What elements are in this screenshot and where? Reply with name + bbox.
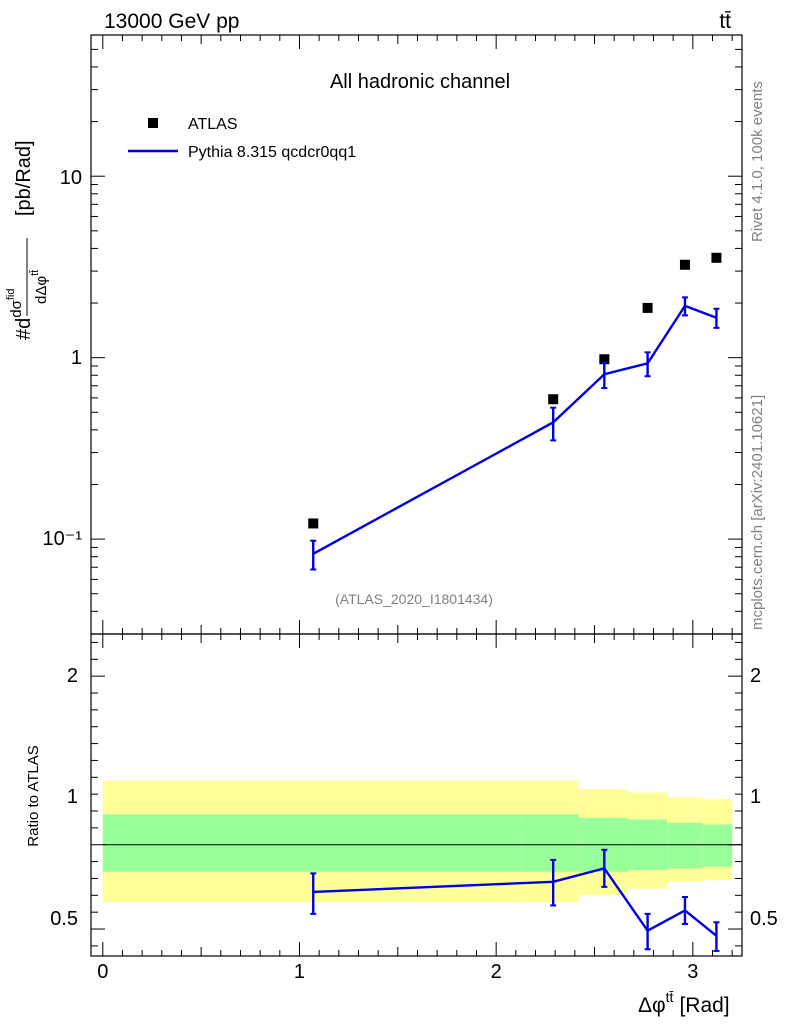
xtick-label: 3	[687, 961, 698, 983]
mcplots-source-label: mcplots.cern.ch [arXiv:2401.10621]	[749, 395, 766, 630]
ratio-ytick-label-right: 0.5	[750, 908, 778, 930]
main-ytick-label: 1	[71, 347, 82, 369]
ratio-y-axis-label: Ratio to ATLAS	[25, 745, 42, 846]
xtick-label: 1	[294, 961, 305, 983]
ratio-ytick-label-right: 1	[750, 786, 761, 808]
svg-text:dΔφtt̄: dΔφtt̄	[29, 269, 50, 304]
main-axis-ticks	[91, 34, 742, 635]
main-ytick-label: 10	[60, 167, 82, 189]
ylabel-prefix: #d	[13, 318, 35, 340]
atlas-data-point	[642, 302, 653, 313]
atlas-data-point	[548, 394, 559, 405]
energy-label: 13000 GeV pp	[104, 10, 239, 33]
process-label: tt̄	[719, 10, 731, 33]
ratio-ytick-label: 1	[67, 786, 78, 808]
main-y-axis-label: #ddσfid [pb/Rad] dΔφtt̄	[5, 140, 50, 340]
atlas-data-point	[711, 252, 722, 263]
atlas-data-point	[679, 259, 690, 270]
ylabel-num-sup: fid	[5, 289, 17, 301]
xlabel-sup: tt̄	[666, 989, 674, 1005]
svg-text:#ddσfid: #ddσfid	[5, 289, 35, 340]
xtick-label: 0	[97, 961, 108, 983]
uncertainty-band-green	[667, 822, 703, 869]
pythia-ratio-line	[313, 866, 718, 937]
uncertainty-band-green	[702, 824, 733, 867]
atlas-data-point	[599, 354, 610, 365]
analysis-id-label: (ATLAS_2020_I1801434)	[335, 591, 493, 607]
uncertainty-band-green	[102, 814, 522, 872]
chart-title: All hadronic channel	[330, 71, 510, 93]
xlabel-unit: [Rad]	[679, 994, 729, 1017]
ratio-ytick-label: 0.5	[50, 908, 78, 930]
ylabel-num: dσ	[8, 299, 25, 317]
pythia-series-line	[312, 304, 717, 555]
ylabel-unit: [pb/Rad]	[13, 140, 35, 216]
xlabel-main: Δφ	[638, 994, 666, 1017]
ratio-ytick-label: 2	[67, 665, 78, 687]
ylabel-den: dΔφ	[33, 276, 50, 304]
atlas-data-point	[308, 518, 319, 529]
xtick-label: 2	[491, 961, 502, 983]
x-axis-label: Δφtt̄ [Rad]	[638, 989, 730, 1017]
uncertainty-band-green	[521, 814, 579, 872]
rivet-version-label: Rivet 4.1.0, 100k events	[749, 81, 766, 242]
ratio-ytick-label-right: 2	[750, 665, 761, 687]
ratio-plot-frame	[90, 633, 743, 957]
ratio-axis-ticks	[91, 634, 742, 956]
legend-atlas-marker	[148, 118, 158, 128]
legend-atlas-label: ATLAS	[188, 116, 238, 133]
main-ytick-label: 10⁻¹	[43, 528, 83, 550]
svg-text:Δφtt̄[Rad]: Δφtt̄ [Rad]	[638, 989, 730, 1017]
ylabel-den-sup: tt̄	[29, 269, 41, 275]
legend-pythia-label: Pythia 8.315 qcdcr0qq1	[188, 144, 356, 161]
